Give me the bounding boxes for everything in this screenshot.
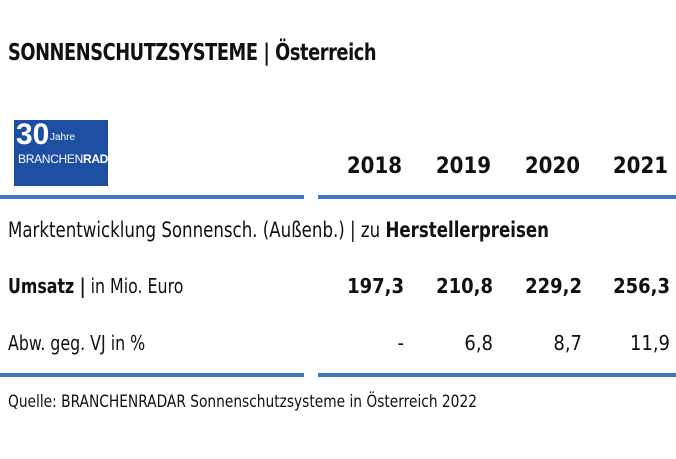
row-label: Umsatz | in Mio. Euro xyxy=(8,274,183,298)
subtitle-bold: Herstellerpreisen xyxy=(385,218,549,242)
divider-bar-left-bottom xyxy=(0,373,304,377)
table-cell: 11,9 xyxy=(629,331,670,355)
logo-number: 30 xyxy=(16,118,50,151)
table-row: Umsatz | in Mio. Euro 197,3 210,8 229,2 … xyxy=(0,274,676,304)
logo-brand-part1: BRANCHEN xyxy=(18,152,83,166)
source-note: Quelle: BRANCHENRADAR Sonnenschutzsystem… xyxy=(8,392,477,412)
year-header: 2018 xyxy=(346,154,402,179)
row-label-rest: Abw. geg. VJ in % xyxy=(8,331,146,355)
branchenradar-logo: 30 Jahre BRANCHENRADAR xyxy=(14,118,125,186)
subtitle-text: Marktentwicklung Sonnensch. (Außenb.) | … xyxy=(8,218,386,242)
table-cell: - xyxy=(397,331,405,355)
table-cell: 210,8 xyxy=(436,274,493,298)
page-title: SONNENSCHUTZSYSTEME | Österreich xyxy=(8,40,377,66)
logo-brand-part2: RADAR xyxy=(82,152,125,166)
year-header: 2020 xyxy=(524,154,580,179)
row-label-bold: Umsatz | xyxy=(8,274,86,298)
table-cell: 8,7 xyxy=(553,331,582,355)
table-cell: 197,3 xyxy=(347,274,404,298)
table-row: Abw. geg. VJ in % - 6,8 8,7 11,9 xyxy=(0,331,676,361)
logo-brand: BRANCHENRADAR xyxy=(18,152,125,166)
divider-bar-left-top xyxy=(0,195,304,199)
table-cell: 229,2 xyxy=(525,274,582,298)
row-label-rest: in Mio. Euro xyxy=(85,274,184,298)
divider-bar-right-top xyxy=(318,195,676,199)
year-header: 2021 xyxy=(612,154,668,179)
table-cell: 256,3 xyxy=(613,274,670,298)
logo-jahre: Jahre xyxy=(50,132,76,143)
table-subtitle: Marktentwicklung Sonnensch. (Außenb.) | … xyxy=(8,218,549,242)
divider-bar-right-bottom xyxy=(318,373,676,377)
year-header: 2019 xyxy=(435,154,491,179)
table-cell: 6,8 xyxy=(464,331,493,355)
year-header-row: 2018 2019 2020 2021 xyxy=(0,154,676,184)
row-label: Abw. geg. VJ in % xyxy=(8,331,145,355)
